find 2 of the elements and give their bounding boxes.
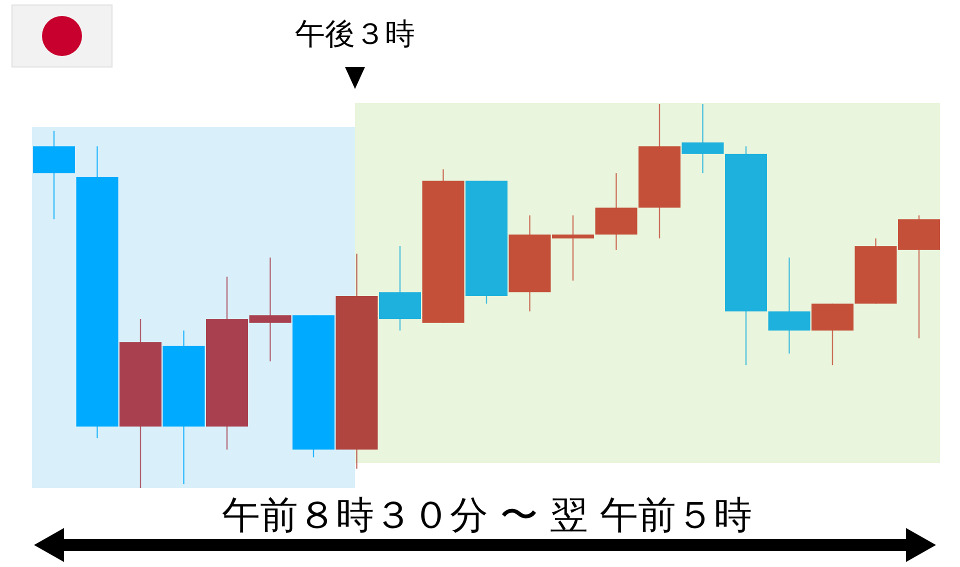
text: 午後３時: [295, 17, 415, 52]
text: 午前８時３０分 〜 翌 午前５時: [222, 493, 752, 537]
